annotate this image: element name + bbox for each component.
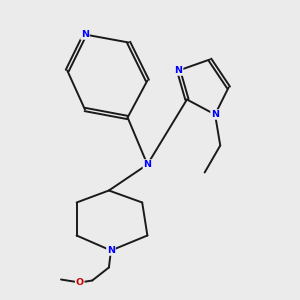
Text: N: N: [175, 66, 183, 75]
Text: N: N: [81, 30, 89, 39]
Text: N: N: [211, 110, 219, 119]
Text: N: N: [107, 246, 115, 255]
Text: N: N: [143, 160, 152, 169]
Text: O: O: [76, 278, 84, 287]
